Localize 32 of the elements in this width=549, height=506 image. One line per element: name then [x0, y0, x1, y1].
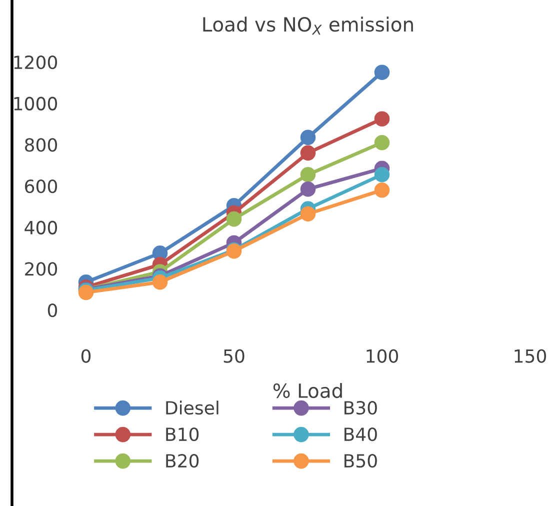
- point: [152, 274, 168, 290]
- legend-label: B20: [166, 454, 199, 468]
- point: [300, 206, 316, 222]
- legend-label: B30: [344, 400, 377, 415]
- x-axis-title: % Load: [273, 383, 342, 398]
- legend-label: B40: [344, 427, 377, 442]
- point: [374, 134, 390, 150]
- point: [78, 284, 94, 300]
- point: [300, 166, 316, 182]
- chart-title: Load vs NO$_{X}$ emission: [203, 16, 413, 35]
- y-tick-label: 1200: [14, 55, 58, 70]
- point: [300, 130, 316, 146]
- point: [374, 64, 390, 80]
- point: [374, 182, 390, 198]
- y-tick-label: 600: [25, 179, 58, 194]
- x-tick-label: 150: [514, 349, 546, 363]
- legend-label: Diesel: [166, 400, 218, 415]
- point: [300, 145, 316, 161]
- y-tick-label: 1000: [14, 96, 58, 110]
- y-tick-label: 0: [48, 303, 58, 318]
- x-tick-label: 100: [366, 349, 398, 363]
- point: [226, 211, 242, 227]
- legend-label: B10: [166, 427, 199, 442]
- x-tick-label: 0: [81, 349, 91, 363]
- point: [374, 166, 390, 182]
- point: [374, 111, 390, 126]
- y-tick-label: 800: [24, 138, 58, 152]
- x-tick-label: 50: [224, 349, 244, 363]
- legend-label: B50: [344, 454, 377, 468]
- y-tick-label: 200: [25, 262, 58, 276]
- y-tick-label: 400: [24, 220, 58, 234]
- point: [300, 181, 316, 197]
